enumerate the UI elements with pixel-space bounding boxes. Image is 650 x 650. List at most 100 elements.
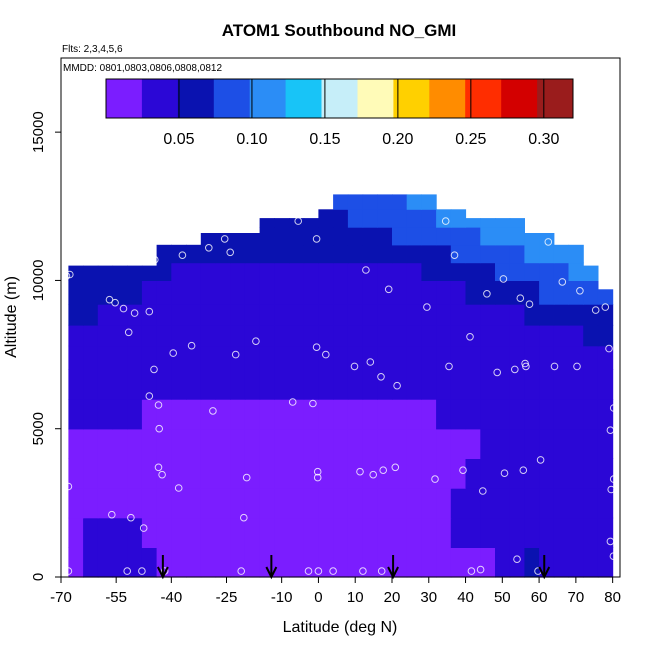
heatmap-cell (303, 262, 319, 281)
sample-point (606, 537, 615, 546)
heatmap-cell (303, 345, 319, 370)
heatmap-cell (333, 324, 349, 347)
heatmap-cell (495, 280, 511, 305)
sample-point (499, 275, 508, 283)
heatmap-cell (318, 369, 334, 400)
heatmap-cell (97, 345, 114, 370)
heatmap-cell (186, 262, 202, 281)
heatmap-cell (495, 458, 511, 489)
heatmap-cell (68, 517, 84, 548)
heatmap-cell (141, 324, 158, 347)
sample-point (573, 362, 581, 371)
heatmap-cell (436, 345, 452, 370)
heatmap-cell (406, 517, 422, 548)
sample-point (431, 475, 439, 483)
heatmap-cell (421, 262, 437, 281)
heatmap-cell (186, 304, 202, 326)
heatmap-cell (421, 488, 437, 519)
heatmap-cell (333, 517, 349, 548)
heatmap-cell (156, 517, 172, 548)
heatmap-cell (156, 304, 172, 326)
heatmap-cell (495, 428, 511, 459)
heatmap-cell (436, 324, 452, 347)
heatmap-cell (141, 265, 158, 281)
heatmap-cell (406, 304, 422, 326)
heatmap-cell (230, 517, 246, 548)
heatmap-cell (553, 244, 570, 264)
sample-point (154, 401, 163, 409)
heatmap-cell (539, 547, 555, 578)
sample-point (139, 524, 148, 532)
heatmap-cell (112, 369, 128, 400)
heatmap-cell (495, 517, 511, 548)
heatmap-cell (362, 244, 378, 264)
heatmap-cell (495, 324, 511, 347)
colorbar-bin (285, 79, 322, 118)
heatmap-cell (392, 324, 408, 347)
sample-point (288, 398, 297, 406)
sample-point (309, 399, 317, 408)
sample-point (226, 248, 234, 257)
sample-point (605, 344, 613, 353)
heatmap-cell (259, 244, 275, 264)
heatmap-cell (200, 304, 217, 326)
sample-point (130, 309, 139, 317)
heatmap-cell (568, 324, 584, 347)
heatmap-cell (127, 488, 143, 519)
heatmap-cell (127, 345, 143, 370)
heatmap-cell (156, 488, 172, 519)
heatmap-cell (480, 399, 496, 430)
x-tick-label: 30 (420, 589, 437, 606)
heatmap-cell (289, 488, 305, 519)
heatmap-cell (83, 265, 99, 281)
heatmap-cell (289, 458, 305, 489)
heatmap-cell (259, 280, 275, 305)
heatmap-cell (259, 345, 275, 370)
heatmap-cell (171, 324, 187, 347)
heatmap-cell (450, 369, 467, 400)
sample-point (493, 368, 502, 377)
heatmap-cell (83, 304, 99, 326)
heatmap-cell (524, 244, 540, 264)
heatmap-cell (171, 399, 187, 430)
heatmap-cell (509, 244, 525, 264)
heatmap-cell (303, 324, 319, 347)
sample-point (550, 362, 559, 371)
heatmap-cell (436, 547, 452, 578)
heatmap-cell (392, 517, 408, 548)
x-tick-label: 70 (568, 589, 585, 606)
heatmap-cell (68, 547, 84, 578)
heatmap-cell (553, 369, 570, 400)
heatmap-cell (436, 227, 452, 246)
heatmap-cell (171, 304, 187, 326)
heatmap-cell (436, 280, 452, 305)
heatmap-cell (215, 428, 231, 459)
heatmap-cell (436, 262, 452, 281)
heatmap-cell (524, 324, 540, 347)
heatmap-cell (539, 304, 555, 326)
sample-point (466, 333, 474, 341)
heatmap-cell (274, 547, 290, 578)
heatmap-cell (436, 399, 452, 430)
heatmap-cell (230, 458, 246, 489)
heatmap-cell (274, 262, 290, 281)
heatmap-cell (127, 304, 143, 326)
heatmap-cell (259, 227, 275, 246)
heatmap-cell (244, 324, 261, 347)
heatmap-cell (97, 399, 114, 430)
heatmap-cell (259, 304, 275, 326)
heatmap-cell (465, 488, 481, 519)
heatmap-cell (436, 458, 452, 489)
heatmap-cell (509, 324, 525, 347)
heatmap-cell (171, 488, 187, 519)
heatmap-cell (553, 458, 570, 489)
heatmap-cell (274, 324, 290, 347)
heatmap-cell (362, 280, 378, 305)
heatmap-cell (333, 488, 349, 519)
heatmap-cell (333, 304, 349, 326)
heatmap-cell (347, 369, 364, 400)
heatmap-cell (568, 428, 584, 459)
heatmap-cell (68, 280, 84, 305)
heatmap-cell (450, 324, 467, 347)
heatmap-field (68, 194, 614, 578)
